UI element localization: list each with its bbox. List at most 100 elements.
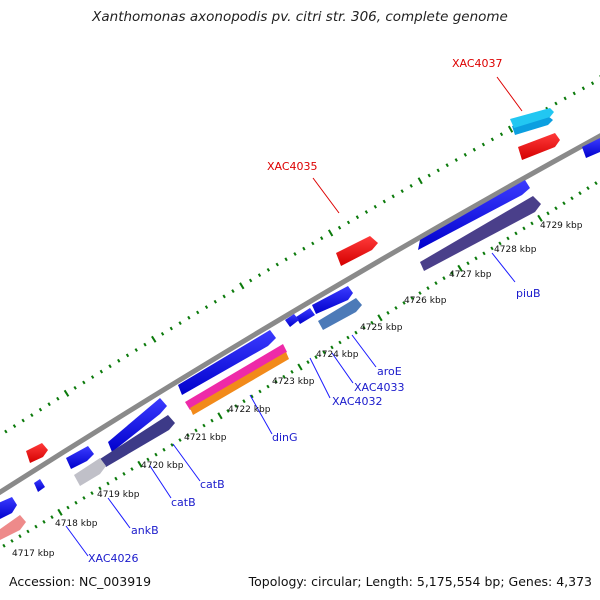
cds-xac4035[interactable]	[336, 236, 378, 266]
gene-label-xac4033[interactable]: XAC4033	[354, 381, 405, 394]
tick-mark	[210, 418, 214, 423]
tick-mark	[66, 505, 70, 510]
tick-mark	[125, 353, 130, 358]
tick-mark	[537, 214, 543, 222]
tick-mark	[257, 273, 262, 278]
tick-mark	[178, 321, 182, 326]
cds-dinG-b[interactable]	[185, 344, 287, 410]
cds-left-pink[interactable]	[0, 515, 26, 540]
kbp-label: 4727 kbp	[449, 270, 492, 280]
gene-label-xac4037[interactable]: XAC4037	[452, 57, 503, 70]
cds-ankB-a[interactable]	[66, 446, 94, 469]
cds-4725-a[interactable]	[312, 286, 353, 314]
cds-left-red[interactable]	[26, 443, 48, 463]
tick-mark	[143, 342, 147, 347]
tick-mark	[457, 264, 463, 272]
tick-mark	[311, 241, 315, 246]
tick-mark	[234, 404, 238, 408]
tick-mark	[98, 486, 102, 491]
tick-mark	[417, 177, 423, 185]
tick-mark	[522, 226, 526, 231]
tick-mark	[10, 539, 14, 543]
tick-mark	[18, 534, 22, 539]
tick-mark	[594, 181, 598, 186]
cds-small-4719[interactable]	[34, 479, 45, 492]
cds-catB-b[interactable]	[100, 415, 175, 467]
tick-mark	[570, 196, 574, 201]
tick-mark	[427, 173, 431, 178]
cds-xac4033[interactable]	[296, 308, 315, 324]
tick-mark	[306, 360, 310, 364]
kbp-label: 4728 kbp	[494, 245, 537, 255]
topology-text: Topology: circular; Length: 5,175,554 bp…	[248, 574, 592, 589]
cds-big-4728[interactable]	[418, 180, 530, 250]
kbp-label: 4723 kbp	[272, 377, 315, 387]
gene-label-xac4032[interactable]: XAC4032	[332, 395, 383, 408]
tick-mark	[194, 428, 198, 433]
tick-mark	[122, 472, 126, 476]
gene-label-catB-1[interactable]: catB	[200, 478, 225, 491]
tick-mark	[242, 399, 246, 404]
gene-label-xac4035[interactable]: XAC4035	[267, 160, 318, 173]
kbp-label: 4724 kbp	[316, 350, 359, 360]
tick-mark	[74, 500, 78, 505]
tick-mark	[170, 443, 174, 447]
tick-mark	[4, 429, 8, 434]
tick-mark	[364, 210, 369, 214]
tick-mark	[274, 379, 278, 384]
gene-label-piuB[interactable]: piuB	[516, 287, 541, 300]
tick-mark	[546, 211, 550, 216]
tick-mark	[450, 271, 454, 276]
tick-mark	[426, 286, 430, 291]
tick-mark	[178, 438, 182, 442]
tick-mark	[499, 132, 504, 137]
tick-mark	[454, 158, 458, 162]
cds-xac4037-red[interactable]	[518, 133, 560, 160]
tick-mark	[346, 335, 350, 340]
callout-lines	[65, 76, 523, 557]
tick-mark	[217, 412, 223, 420]
gene-label-xac4026[interactable]: XAC4026	[88, 552, 139, 565]
tick-mark	[222, 294, 226, 299]
cds-dinG-c[interactable]	[190, 352, 289, 415]
cds-ankB-b[interactable]	[74, 458, 106, 486]
gene-label-catB-2[interactable]: catB	[171, 496, 196, 509]
tick-mark	[507, 125, 514, 133]
tick-mark	[187, 315, 191, 320]
tick-mark	[362, 325, 366, 330]
cds-left-blue[interactable]	[0, 497, 17, 520]
cds-catB-a[interactable]	[108, 398, 167, 452]
gene-label-aroE[interactable]: aroE	[377, 365, 402, 378]
tick-mark	[530, 221, 534, 226]
tick-mark	[355, 215, 360, 220]
kbp-labels: 4729 kbp 4728 kbp 4727 kbp 4726 kbp 4725…	[12, 221, 583, 559]
tick-mark	[266, 267, 271, 272]
tick-mark	[204, 305, 209, 309]
tick-mark	[472, 147, 476, 152]
tick-mark	[445, 163, 449, 168]
tick-mark	[490, 246, 494, 251]
gene-label-dinG[interactable]: dinG	[272, 431, 298, 444]
cds-feature-top[interactable]	[510, 108, 554, 128]
tick-mark	[21, 418, 25, 423]
gene-label-ankB[interactable]: ankB	[131, 524, 159, 537]
tick-mark	[226, 409, 230, 413]
cds-right-edge[interactable]	[582, 138, 600, 158]
tick-mark	[377, 314, 383, 322]
tick-mark	[130, 467, 134, 471]
cds-xac4032[interactable]	[285, 314, 299, 327]
tick-mark	[34, 524, 38, 529]
tick-mark	[266, 384, 270, 389]
tick-mark	[82, 380, 86, 385]
tick-mark	[400, 189, 404, 193]
tick-mark	[108, 364, 112, 369]
cds-dinG-a[interactable]	[178, 330, 276, 395]
tick-mark	[248, 278, 253, 283]
tick-mark	[562, 201, 566, 206]
cds-piuB[interactable]	[420, 196, 541, 271]
tick-mark	[436, 168, 440, 173]
kbp-label: 4718 kbp	[55, 519, 98, 529]
cds-xac4037[interactable]	[512, 116, 553, 135]
cds-aroE[interactable]	[318, 298, 362, 330]
